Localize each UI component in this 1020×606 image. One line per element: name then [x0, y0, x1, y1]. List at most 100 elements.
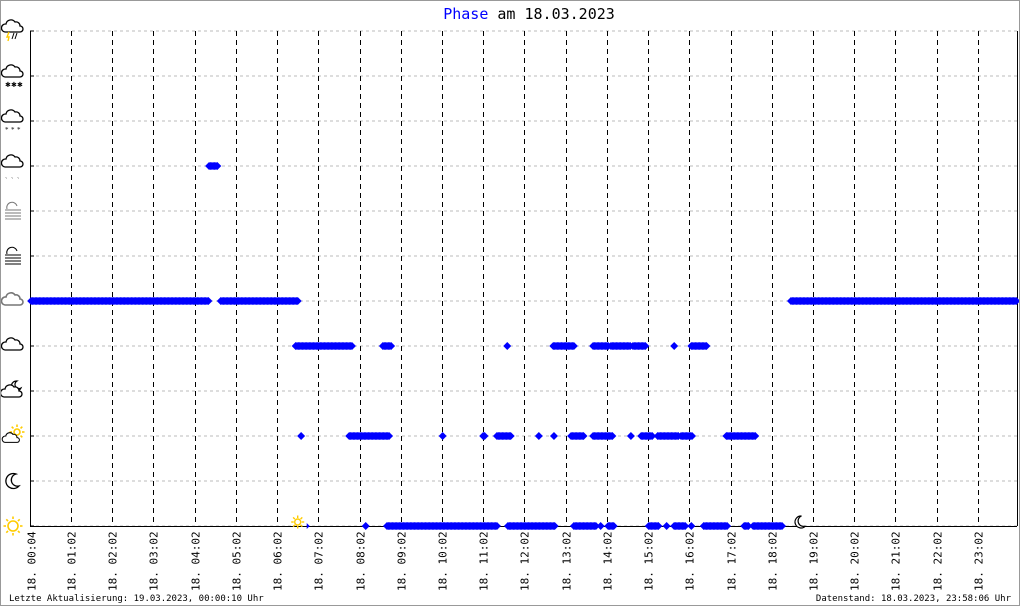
precip-mark: *	[11, 126, 15, 134]
sunset-marker	[794, 515, 806, 529]
title-highlight: Phase	[443, 5, 489, 23]
x-tick-label: 18. 11:02	[478, 531, 491, 591]
x-tick-label: 18. 09:02	[396, 531, 409, 591]
mist-icon	[5, 201, 21, 220]
data-point	[297, 432, 306, 440]
data-point	[751, 432, 760, 440]
sleet-icon: * * *	[1, 109, 24, 134]
data-point	[681, 522, 690, 530]
data-point	[385, 432, 394, 440]
precip-mark: *	[17, 126, 21, 134]
data-point	[591, 522, 600, 530]
data-point	[503, 342, 512, 350]
precip-mark: ˏ	[17, 171, 19, 179]
cloud-shape	[1, 432, 20, 443]
x-tick-label: 18. 08:02	[355, 531, 368, 591]
data-point	[778, 522, 787, 530]
rain-line	[14, 32, 18, 40]
x-tick-label: 18. 20:02	[849, 531, 862, 591]
x-tick-label: 18. 17:02	[726, 531, 739, 591]
data-point	[293, 297, 302, 305]
data-point	[549, 432, 558, 440]
footer-data-status: Datenstand: 18.03.2023, 23:58:06 Uhr	[815, 594, 1011, 604]
cloud-shape	[1, 384, 23, 398]
sunrise-arrow	[306, 523, 310, 529]
sun-ray	[19, 426, 23, 430]
data-point	[662, 522, 671, 530]
title-rest: am 18.03.2023	[488, 5, 615, 23]
sun-disc	[7, 520, 19, 532]
sun-ray	[17, 530, 21, 534]
x-tick-label: 18. 14:02	[602, 531, 615, 591]
data-point	[387, 342, 396, 350]
data-point	[641, 342, 650, 350]
x-tick-label: 18. 10:02	[437, 531, 450, 591]
sun-ray	[292, 516, 296, 520]
sun-icon	[3, 516, 23, 536]
sun-ray	[5, 518, 9, 522]
sunrise-marker	[291, 515, 305, 529]
x-tick-label: 18. 04:02	[190, 531, 203, 591]
rain-line	[11, 32, 15, 40]
data-point	[688, 432, 697, 440]
cloud-shape	[1, 64, 24, 78]
x-tick-label: 18. 01:02	[66, 531, 79, 591]
data-point	[687, 522, 696, 530]
precip-mark: ˏ	[11, 171, 13, 179]
data-point	[506, 432, 515, 440]
data-point	[648, 432, 657, 440]
data-point	[347, 342, 356, 350]
data-point	[213, 162, 222, 170]
sun-ray	[300, 524, 303, 528]
sun-disc	[294, 518, 302, 526]
footer-last-update: Letzte Aktualisierung: 19.03.2023, 00:00…	[9, 594, 264, 604]
precip-mark: *	[5, 126, 9, 134]
cloudy-icon	[1, 337, 24, 351]
sun-ray	[17, 518, 21, 522]
x-tick-label: 18. 19:02	[808, 531, 821, 591]
sun-ray	[19, 434, 23, 438]
moon-shape	[794, 515, 806, 529]
precip-mark: ✱	[5, 81, 11, 89]
data-points	[27, 162, 1019, 530]
data-point	[670, 342, 679, 350]
precip-mark: ˏ	[5, 171, 7, 179]
data-point	[702, 342, 711, 350]
x-tick-label: 18. 00:04	[26, 531, 39, 591]
data-point	[723, 522, 732, 530]
partly-sunny-icon	[1, 424, 25, 443]
cloud-shape	[1, 19, 24, 33]
x-tick-label: 18. 15:02	[643, 531, 656, 591]
data-point	[626, 432, 635, 440]
x-tick-label: 18. 22:02	[932, 531, 945, 591]
data-point	[1012, 297, 1019, 305]
x-tick-label: 18. 12:02	[519, 531, 532, 591]
data-point	[204, 297, 213, 305]
lightning-shape	[5, 31, 10, 42]
chart-title: Phase am 18.03.2023	[1, 5, 1019, 23]
data-point	[480, 432, 489, 440]
data-point	[608, 432, 617, 440]
data-point	[492, 522, 501, 530]
data-point	[596, 522, 605, 530]
snow-icon: ✱ ✱ ✱	[1, 64, 24, 89]
data-point	[654, 522, 663, 530]
sun-ray	[300, 516, 303, 520]
sun-ray	[292, 524, 296, 528]
x-tick-label: 18. 21:02	[890, 531, 903, 591]
cloud-shape	[1, 154, 24, 168]
data-point	[744, 522, 753, 530]
data-point	[550, 522, 559, 530]
data-point	[569, 342, 578, 350]
moon-icon	[5, 472, 21, 490]
x-tick-label: 18. 18:02	[767, 531, 780, 591]
x-tick-label: 18. 13:02	[561, 531, 574, 591]
cloud-shape	[1, 109, 24, 123]
data-point	[579, 432, 588, 440]
data-point	[534, 432, 543, 440]
data-point	[361, 522, 370, 530]
partly-moon-icon	[1, 380, 23, 398]
fog-icon	[5, 246, 21, 265]
